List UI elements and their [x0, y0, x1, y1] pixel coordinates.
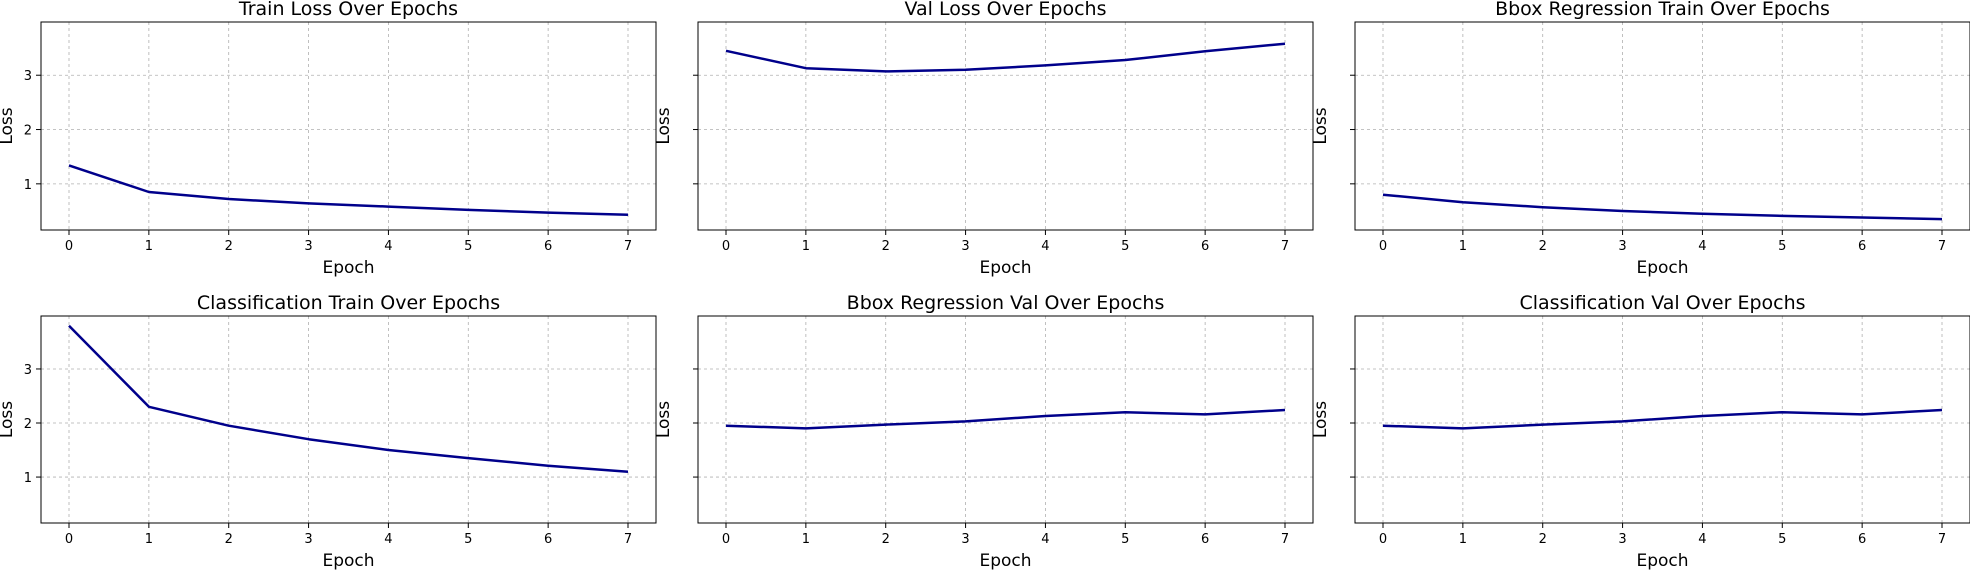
- x-tick-label: 4: [1041, 239, 1049, 254]
- y-axis-label: Loss: [654, 401, 674, 438]
- chart-title: Bbox Regression Train Over Epochs: [1495, 0, 1830, 20]
- x-tick-label: 7: [1938, 532, 1946, 547]
- x-tick-label: 6: [544, 532, 552, 547]
- x-tick-label: 0: [65, 239, 73, 254]
- series-line: [68, 164, 629, 217]
- x-tick-label: 0: [722, 532, 730, 547]
- x-axis-label: Epoch: [322, 258, 374, 278]
- x-tick-label: 4: [1041, 532, 1049, 547]
- x-tick-label: 7: [624, 239, 632, 254]
- plot-frame: [1354, 21, 1970, 231]
- x-tick-label: 4: [1698, 239, 1706, 254]
- x-tick-label: 2: [882, 239, 890, 254]
- x-tick-label: 3: [304, 532, 312, 547]
- plot-frame: [697, 315, 1314, 524]
- x-tick-label: 2: [1539, 532, 1547, 547]
- chart-title: Classification Val Over Epochs: [1519, 292, 1805, 314]
- x-tick-label: 7: [624, 532, 632, 547]
- x-tick-label: 7: [1938, 239, 1946, 254]
- x-tick-label: 6: [1201, 532, 1209, 547]
- x-tick-label: 3: [1618, 239, 1626, 254]
- x-tick-label: 5: [1121, 532, 1129, 547]
- x-tick-label: 0: [1379, 532, 1387, 547]
- y-tick-label: 2: [24, 417, 32, 432]
- y-tick-label: 3: [24, 69, 32, 84]
- x-tick-label: 5: [1778, 532, 1786, 547]
- x-tick-label: 6: [544, 239, 552, 254]
- x-tick-label: 3: [304, 239, 312, 254]
- plot-frame: [40, 21, 657, 231]
- y-tick-label: 1: [24, 178, 32, 193]
- x-tick-label: 4: [384, 532, 392, 547]
- x-tick-label: 4: [384, 239, 392, 254]
- chart-title: Bbox Regression Val Over Epochs: [847, 292, 1165, 314]
- x-tick-label: 6: [1201, 239, 1209, 254]
- y-axis-label: Loss: [1311, 107, 1331, 144]
- chart-panel-3: 0 1 2 3 4 5 6 7 Bbox Regression Train Over Epoch…: [1311, 0, 1970, 278]
- x-axis-label: Epoch: [1636, 258, 1688, 278]
- x-tick-label: 1: [802, 239, 810, 254]
- plot-frame: [40, 315, 657, 524]
- x-tick-label: 1: [1459, 239, 1467, 254]
- x-axis-label: Epoch: [322, 551, 374, 570]
- x-tick-label: 4: [1698, 532, 1706, 547]
- x-tick-label: 1: [802, 532, 810, 547]
- y-axis-label: Loss: [654, 107, 674, 144]
- x-tick-label: 6: [1858, 532, 1866, 547]
- chart-panel-5: 0 1 2 3 4 5 6 7 Bbox Regression Val Over Epochs E…: [654, 292, 1314, 570]
- series-line: [725, 42, 1286, 73]
- x-tick-label: 3: [961, 532, 969, 547]
- y-tick-label: 2: [24, 124, 32, 139]
- chart-title: Train Loss Over Epochs: [238, 0, 458, 20]
- x-tick-label: 5: [1778, 239, 1786, 254]
- x-tick-label: 2: [1539, 239, 1547, 254]
- plot-frame: [1354, 315, 1970, 524]
- plot-frame: [697, 21, 1314, 231]
- x-tick-label: 1: [145, 532, 153, 547]
- series-line: [1382, 408, 1943, 430]
- x-tick-label: 1: [145, 239, 153, 254]
- x-tick-label: 5: [464, 239, 472, 254]
- y-axis-label: Loss: [0, 401, 17, 438]
- x-tick-label: 2: [882, 532, 890, 547]
- y-axis-label: Loss: [1311, 401, 1331, 438]
- series-line: [725, 408, 1286, 430]
- x-tick-label: 3: [1618, 532, 1626, 547]
- chart-title: Val Loss Over Epochs: [904, 0, 1106, 20]
- x-tick-label: 0: [65, 532, 73, 547]
- chart-title: Classification Train Over Epochs: [197, 292, 500, 314]
- x-tick-label: 6: [1858, 239, 1866, 254]
- x-tick-label: 0: [1379, 239, 1387, 254]
- y-tick-label: 1: [24, 471, 32, 486]
- series-line: [1382, 193, 1943, 221]
- y-tick-label: 3: [24, 363, 32, 378]
- x-tick-label: 5: [1121, 239, 1129, 254]
- x-tick-label: 0: [722, 239, 730, 254]
- x-tick-label: 2: [225, 239, 233, 254]
- x-tick-label: 5: [464, 532, 472, 547]
- x-axis-label: Epoch: [1636, 551, 1688, 570]
- x-tick-label: 7: [1281, 239, 1289, 254]
- series-line: [68, 324, 629, 473]
- chart-panel-4: 0 1 2 3 4 5 6 7 1 2 3 Classification Train Over Epo…: [0, 292, 657, 570]
- x-tick-label: 3: [961, 239, 969, 254]
- chart-panel-2: 0 1 2 3 4 5 6 7 Val Loss Over Epochs Epoch Loss: [654, 0, 1314, 278]
- y-axis-label: Loss: [0, 107, 17, 144]
- x-axis-label: Epoch: [979, 551, 1031, 570]
- x-tick-label: 7: [1281, 532, 1289, 547]
- x-axis-label: Epoch: [979, 258, 1031, 278]
- x-tick-label: 1: [1459, 532, 1467, 547]
- chart-panel-6: 0 1 2 3 4 5 6 7 Classification Val Over Epochs Ep…: [1311, 292, 1970, 570]
- x-tick-label: 2: [225, 532, 233, 547]
- chart-panel-1: 0 1 2 3 4 5 6 7 1 2 3 Train Loss Over Epochs Epoch Lo…: [0, 0, 657, 278]
